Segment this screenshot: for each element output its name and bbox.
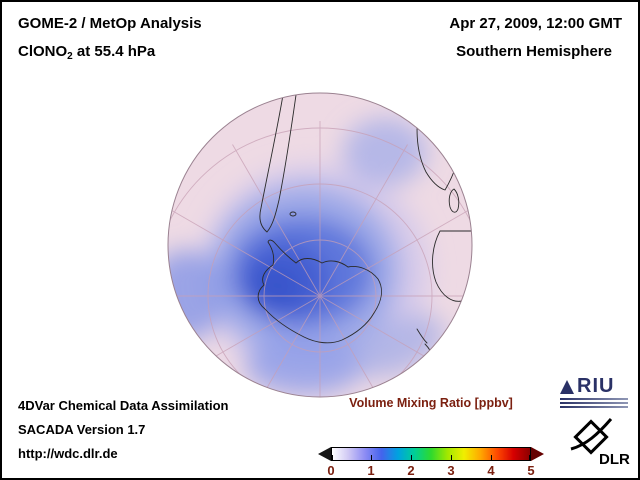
colorbar-tick-label: 0 [327,463,335,478]
hemisphere-label: Southern Hemisphere [456,43,612,60]
riu-logo-lines [560,398,628,408]
globe-rim [167,92,473,398]
colorbar-title: Volume Mixing Ratio [ppbv] [349,396,513,410]
header-left: GOME-2 / MetOp Analysis ClONO2 at 55.4 h… [18,10,202,71]
coastline-south-america [259,94,297,233]
riu-triangle-icon [560,380,574,394]
colorbar [318,447,544,461]
colorbar-tick [332,455,333,460]
colorbar-tick-labels: 0 1 2 3 4 5 [327,463,534,478]
vortex-core-deepest [247,265,303,309]
graticule [168,121,472,397]
species-subscript: 2 [67,51,73,62]
colorbar-gradient [331,447,531,461]
meridian-line [168,208,472,384]
riu-logo: RIU [560,376,628,408]
coastline-falkland-islands [289,211,297,217]
coastline-antarctica [257,239,382,344]
species-title: ClONO2 at 55.4 hPa [18,38,202,71]
vortex-arm-northeast [343,118,427,186]
colorbar-tick-label: 3 [447,463,455,478]
colorbar-tick [371,455,372,460]
colorbar-tick [411,455,412,460]
coastline-madagascar [448,188,460,213]
datetime-label: Apr 27, 2009, 12:00 GMT [449,15,622,32]
colorbar-tick-label: 1 [367,463,375,478]
vortex-arm-west [168,250,227,340]
product-title: GOME-2 / MetOp Analysis [18,15,202,32]
colorbar-over-arrow [531,447,544,461]
colorbar-tick [529,455,530,460]
version-label: SACADA Version 1.7 [18,422,146,437]
colorbar-tick [451,455,452,460]
colorbar-tick-label: 4 [487,463,495,478]
colorbar-tick [491,455,492,460]
dlr-logo: DLR [568,412,638,472]
dlr-logo-text: DLR [599,451,630,468]
species-level: at 55.4 hPa [72,43,156,60]
wdc-url: http://wdc.dlr.de [18,446,118,461]
riu-logo-text: RIU [577,375,615,397]
header-right: Apr 27, 2009, 12:00 GMT Southern Hemisph… [449,10,622,66]
footer-credits: 4DVar Chemical Data Assimilation SACADA … [18,394,229,466]
colorbar-tick-label: 2 [407,463,415,478]
dlr-wing-icon [570,418,613,455]
species-name: ClONO [18,43,68,60]
colorbar-under-arrow [318,447,331,461]
globe-map [167,92,473,398]
assimilation-label: 4DVar Chemical Data Assimilation [18,398,229,413]
colorbar-tick-label: 5 [527,463,535,478]
